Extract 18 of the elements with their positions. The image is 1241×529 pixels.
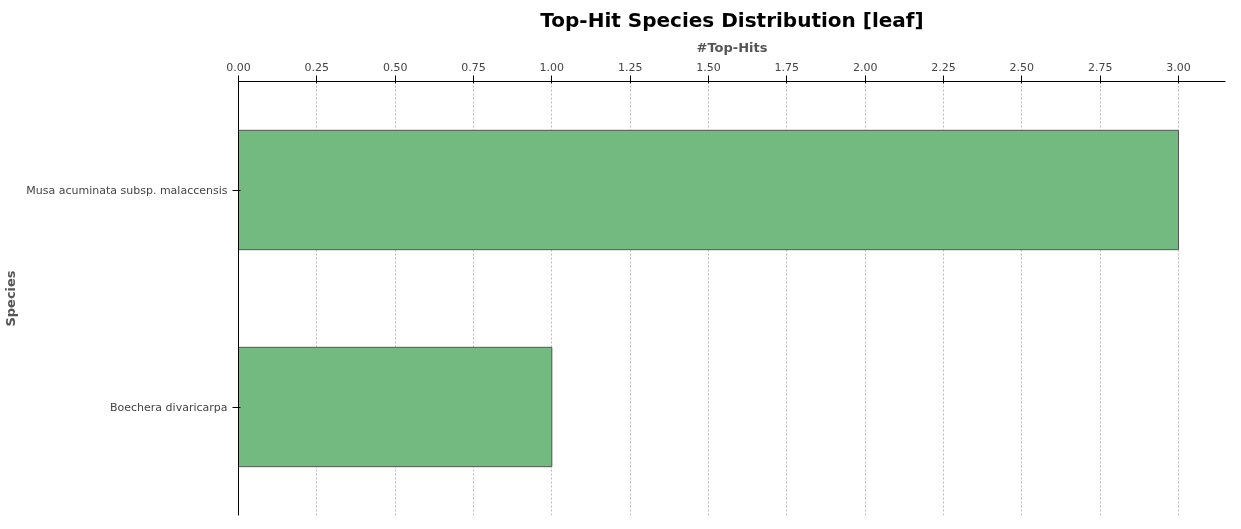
x-tick-label: 2.75 (1087, 60, 1113, 74)
x-tick-label: 3.00 (1166, 60, 1191, 74)
y-axis-title: Species (3, 270, 19, 327)
x-tick-label: 2.00 (852, 60, 878, 74)
x-tick-label: 0.25 (304, 60, 330, 74)
x-tick-label: 1.00 (539, 60, 565, 74)
x-axis-title: #Top-Hits (696, 39, 768, 55)
y-tick-label: Boechera divaricarpa (110, 400, 228, 414)
x-tick-label: 1.50 (696, 60, 721, 74)
x-tick-label: 0.75 (461, 60, 486, 74)
x-tick-label: 2.50 (1009, 60, 1035, 74)
x-tick-label: 0.50 (382, 60, 408, 74)
x-tick-label: 1.75 (774, 60, 800, 74)
x-tick-label: 0.00 (226, 60, 251, 74)
x-tick-label: 2.25 (931, 60, 956, 74)
y-tick-label: Musa acuminata subsp. malaccensis (26, 183, 228, 197)
chart-title: Top-Hit Species Distribution [leaf] (540, 7, 924, 32)
x-tick-label: 1.25 (617, 60, 643, 74)
